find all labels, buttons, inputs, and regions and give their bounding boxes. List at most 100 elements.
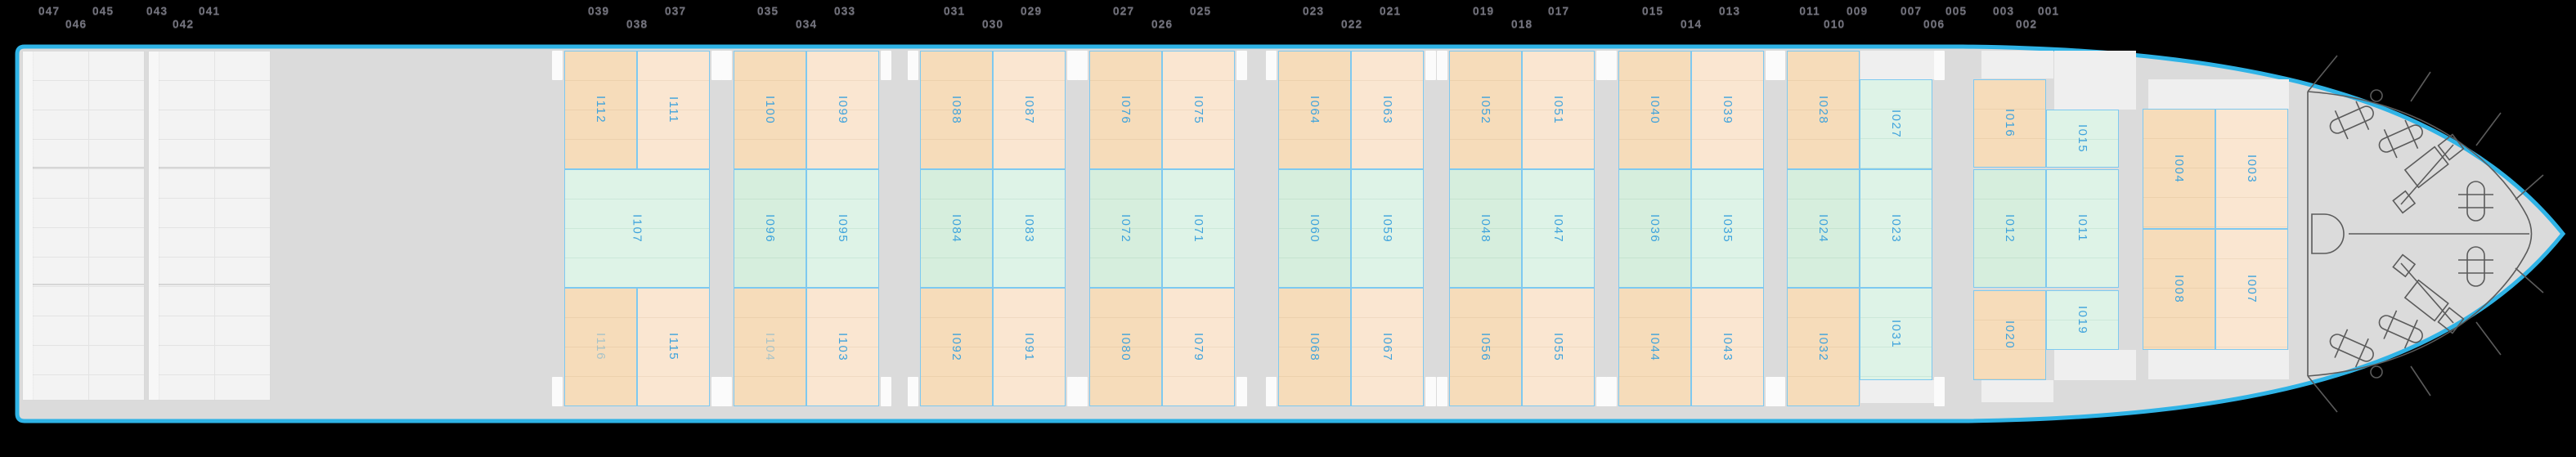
bollard-icon <box>2378 119 2423 159</box>
deck-cell-I099[interactable]: I099 <box>806 51 879 169</box>
deck-cell-I028[interactable]: I028 <box>1787 51 1860 169</box>
deck-cell-I040[interactable]: I040 <box>1618 51 1691 169</box>
bay-number-label: 026 <box>1151 17 1174 30</box>
chain-stopper-icon <box>2458 246 2493 287</box>
bay-number-label: 046 <box>65 17 88 30</box>
deck-cell-I019[interactable]: I019 <box>2046 290 2119 350</box>
deck-cell-I076[interactable]: I076 <box>1089 51 1162 169</box>
hatch-backing <box>2148 79 2289 109</box>
deck-cell-label: I047 <box>1551 213 1565 244</box>
deck-cell-I027[interactable]: I027 <box>1860 79 1932 169</box>
deck-cell-I084[interactable]: I084 <box>920 169 993 288</box>
deck-cell-I083[interactable]: I083 <box>993 169 1066 288</box>
deck-cell-I072[interactable]: I072 <box>1089 169 1162 288</box>
hatch-tab <box>1934 51 1945 80</box>
deck-cell-I107[interactable]: I107 <box>564 169 710 288</box>
deck-cell-I088[interactable]: I088 <box>920 51 993 169</box>
deck-cell-label: I019 <box>2076 305 2089 335</box>
deck-cell-I031[interactable]: I031 <box>1860 288 1932 380</box>
deck-cell-label: I044 <box>1648 332 1662 362</box>
deck-cell-I015[interactable]: I015 <box>2046 110 2119 168</box>
deck-cell-I111[interactable]: I111 <box>637 51 710 169</box>
deck-cell-label: I016 <box>2003 109 2017 138</box>
deck-cell-I020[interactable]: I020 <box>1973 290 2046 380</box>
deck-cell-I080[interactable]: I080 <box>1089 288 1162 406</box>
deck-cell-label: I027 <box>1889 110 1903 139</box>
hatch-tab <box>881 377 891 406</box>
deck-cell-I007[interactable]: I007 <box>2215 229 2288 350</box>
deck-cell-I116[interactable]: I116 <box>564 288 637 406</box>
deck-cell-I023[interactable]: I023 <box>1860 169 1932 288</box>
deck-cell-label: I107 <box>630 213 644 244</box>
bay-number-label: 015 <box>1641 4 1664 17</box>
deck-cell-label: I071 <box>1192 213 1205 244</box>
hatch-tab <box>1236 377 1247 406</box>
deck-cell-I055[interactable]: I055 <box>1522 288 1595 406</box>
deck-cell-I100[interactable]: I100 <box>734 51 806 169</box>
deck-cell-I067[interactable]: I067 <box>1351 288 1424 406</box>
deck-cell-I035[interactable]: I035 <box>1691 169 1764 288</box>
deck-cell-I060[interactable]: I060 <box>1278 169 1351 288</box>
deck-cell-I104[interactable]: I104 <box>734 288 806 406</box>
deck-cell-I087[interactable]: I087 <box>993 51 1066 169</box>
bay-number-label: 034 <box>795 17 818 30</box>
bay-number-label: 038 <box>626 17 648 30</box>
deck-cell-I063[interactable]: I063 <box>1351 51 1424 169</box>
deck-cell-label: I075 <box>1192 95 1205 125</box>
deck-cell-I047[interactable]: I047 <box>1522 169 1595 288</box>
deck-cell-I115[interactable]: I115 <box>637 288 710 406</box>
bay-number-label: 003 <box>1992 4 2015 17</box>
hatch-tab <box>908 51 918 80</box>
deck-cell-I024[interactable]: I024 <box>1787 169 1860 288</box>
deck-cell-I011[interactable]: I011 <box>2046 169 2119 288</box>
deck-cell-I064[interactable]: I064 <box>1278 51 1351 169</box>
hatch-tab <box>1766 51 1776 80</box>
deck-cell-I095[interactable]: I095 <box>806 169 879 288</box>
deck-cell-I008[interactable]: I008 <box>2143 229 2215 350</box>
hatch-tab <box>1266 377 1277 406</box>
bay-number-label: 007 <box>1900 4 1923 17</box>
deck-cell-I043[interactable]: I043 <box>1691 288 1764 406</box>
bay-number-label: 043 <box>146 4 168 17</box>
deck-cell-label: I115 <box>666 333 680 361</box>
hatch-tab <box>552 51 563 80</box>
deck-cell-I075[interactable]: I075 <box>1162 51 1235 169</box>
hatch-tab <box>721 377 732 406</box>
bay-number-label: 002 <box>2015 17 2038 30</box>
deck-cell-label: I116 <box>594 333 608 361</box>
deck-cell-I071[interactable]: I071 <box>1162 169 1235 288</box>
deck-cell-I103[interactable]: I103 <box>806 288 879 406</box>
bay-number-label: 018 <box>1510 17 1533 30</box>
deck-cell-I004[interactable]: I004 <box>2143 109 2215 229</box>
bollard-icon <box>2329 101 2374 140</box>
deck-cell-I016[interactable]: I016 <box>1973 79 2046 168</box>
deck-cell-I003[interactable]: I003 <box>2215 109 2288 229</box>
deck-cell-I096[interactable]: I096 <box>734 169 806 288</box>
deck-cell-I056[interactable]: I056 <box>1449 288 1522 406</box>
deck-cell-label: I055 <box>1551 332 1565 362</box>
hatch-tab <box>1077 377 1088 406</box>
deck-cell-I048[interactable]: I048 <box>1449 169 1522 288</box>
deck-cell-label: I096 <box>763 213 777 244</box>
deck-cell-I032[interactable]: I032 <box>1787 288 1860 406</box>
deck-cell-label: I080 <box>1119 332 1133 362</box>
deck-cell-label: I111 <box>666 96 680 123</box>
deck-cell-I068[interactable]: I068 <box>1278 288 1351 406</box>
deck-cell-I039[interactable]: I039 <box>1691 51 1764 169</box>
deck-cell-I052[interactable]: I052 <box>1449 51 1522 169</box>
deck-cell-label: I039 <box>1721 95 1735 125</box>
deck-cell-I012[interactable]: I012 <box>1973 169 2046 288</box>
deck-cell-I112[interactable]: I112 <box>564 51 637 169</box>
deck-cell-I051[interactable]: I051 <box>1522 51 1595 169</box>
hatch-backing <box>1860 380 1936 403</box>
deck-cell-I092[interactable]: I092 <box>920 288 993 406</box>
deck-cell-I036[interactable]: I036 <box>1618 169 1691 288</box>
deck-cell-label: I072 <box>1119 213 1133 244</box>
hatch-tab <box>1775 377 1785 406</box>
windlass-gear-icon <box>2392 253 2465 334</box>
deck-cell-I059[interactable]: I059 <box>1351 169 1424 288</box>
deck-cell-I044[interactable]: I044 <box>1618 288 1691 406</box>
deck-cell-I079[interactable]: I079 <box>1162 288 1235 406</box>
deck-cell-I091[interactable]: I091 <box>993 288 1066 406</box>
deck-cell-label: I059 <box>1380 213 1394 244</box>
